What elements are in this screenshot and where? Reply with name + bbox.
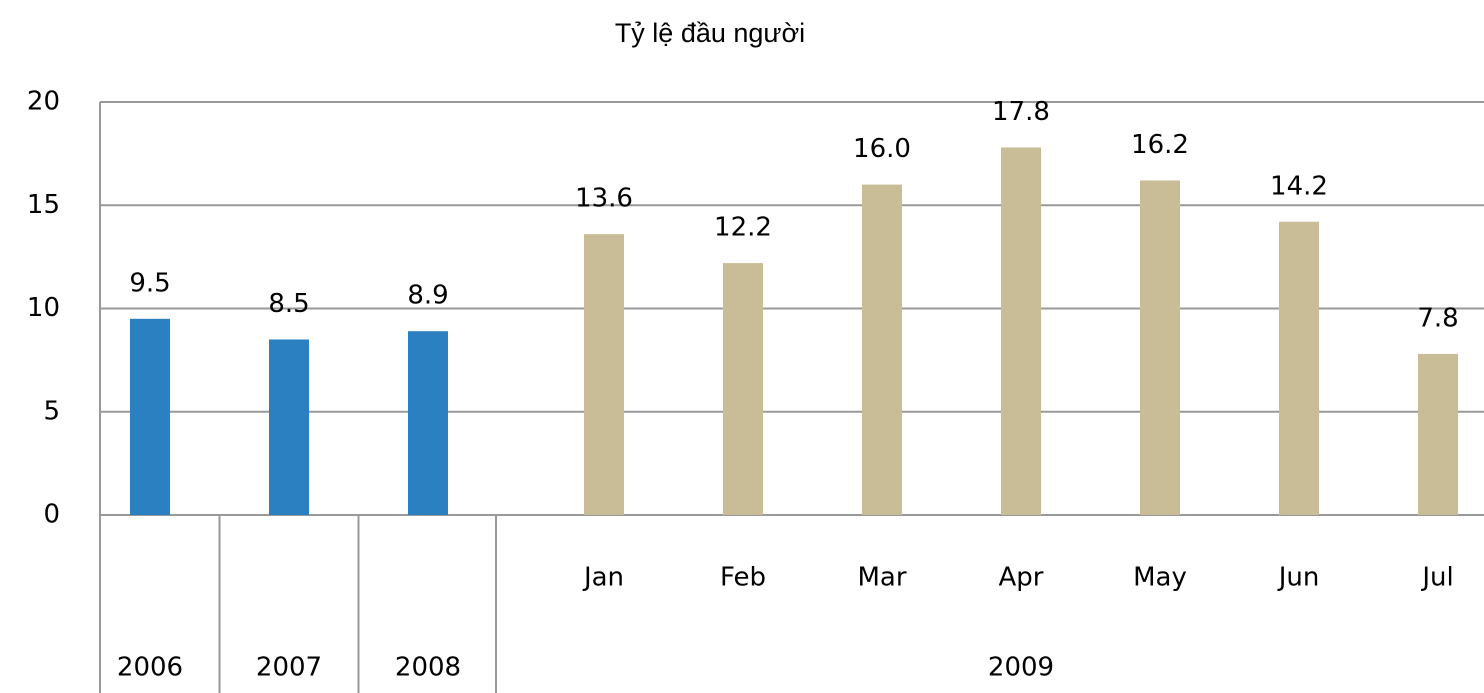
x-tick-label: May [1133,563,1187,593]
y-tick-label: 10 [27,293,60,323]
value-label: 9.5 [129,268,170,298]
x-tick-label: Jan [582,563,624,593]
x-tick-label: Jul [1420,563,1453,593]
bar [269,339,309,515]
bar [584,234,624,515]
value-label: 16.0 [853,134,911,164]
bar [408,331,448,515]
group-label: 2008 [395,653,461,683]
value-label: 14.2 [1270,171,1328,201]
bar [1001,147,1041,515]
value-label: 8.9 [407,281,448,311]
y-tick-label: 20 [27,87,60,117]
bar [862,184,902,515]
x-tick-label: Apr [999,563,1044,593]
bar [1140,180,1180,515]
x-tick-label: Feb [720,563,766,593]
x-tick-label: Jun [1277,563,1320,593]
bar [1279,221,1319,515]
group-label: 2009 [988,653,1054,683]
group-label: 2006 [117,653,183,683]
value-label: 17.8 [992,97,1050,127]
chart-title: Tỷ lệ đầu người [615,18,805,48]
y-tick-label: 5 [43,396,60,426]
group-label: 2007 [256,653,322,683]
bar [130,318,170,515]
y-tick-label: 15 [27,190,60,220]
bar [723,263,763,515]
bar [1418,353,1458,515]
value-label: 7.8 [1417,303,1458,333]
value-label: 8.5 [268,289,309,319]
x-tick-label: Mar [857,563,906,593]
value-label: 16.2 [1131,130,1189,160]
y-tick-label: 0 [43,500,60,530]
value-label: 12.2 [714,213,772,243]
value-label: 13.6 [575,184,633,214]
